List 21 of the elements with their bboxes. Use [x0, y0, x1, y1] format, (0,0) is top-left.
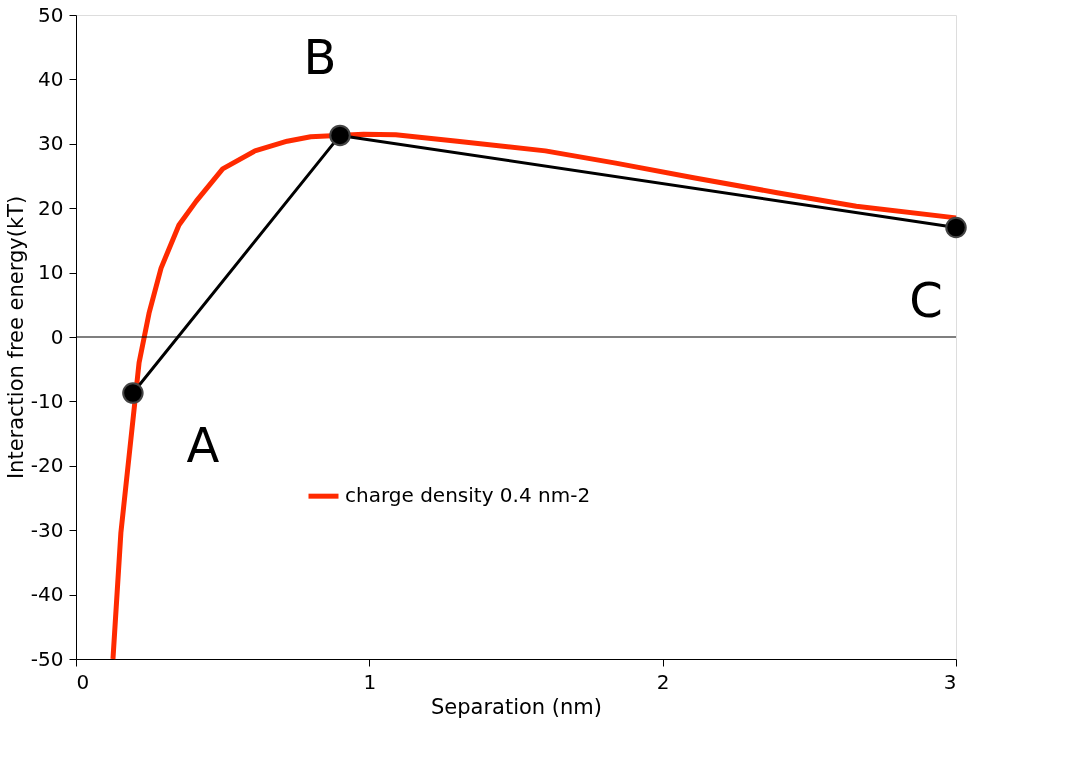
y-tick-label: 0	[50, 324, 64, 349]
x-tick-label: 3	[943, 669, 957, 694]
annotation: C	[909, 271, 943, 328]
y-tick-label: -20	[30, 453, 64, 478]
y-tick-label: -10	[30, 388, 64, 413]
y-tick-label: 30	[38, 131, 64, 156]
x-tick-label: 1	[363, 669, 377, 694]
y-tick-label: -50	[30, 646, 64, 671]
x-axis-title: Separation (nm)	[430, 694, 603, 719]
annotation: A	[186, 417, 220, 474]
y-tick-label: 20	[38, 195, 64, 220]
annotation: B	[303, 29, 337, 86]
y-tick-label: 50	[38, 2, 64, 27]
x-tick-label: 2	[656, 669, 670, 694]
y-tick-label: 40	[38, 66, 64, 91]
y-tick-label: -40	[30, 582, 64, 607]
y-axis-title: Interaction free energy(kT)	[3, 195, 28, 480]
y-tick-label: -30	[30, 517, 64, 542]
y-tick-label: 10	[38, 260, 64, 285]
legend-label: charge density 0.4 nm-2	[345, 483, 591, 508]
x-tick-label: 0	[76, 669, 90, 694]
